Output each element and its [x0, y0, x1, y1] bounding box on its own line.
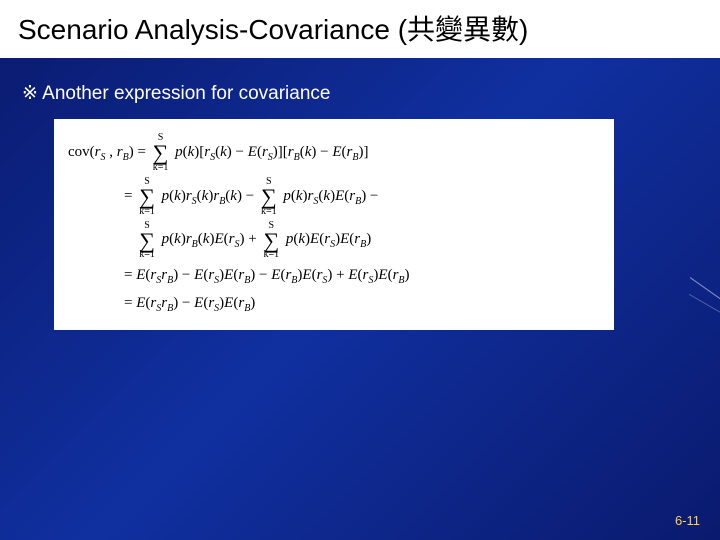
slide-subtitle: ※ Another expression for covariance: [22, 82, 720, 105]
sigma-icon: S∑k=1: [139, 221, 155, 261]
formula-line-1: cov(rS , rB) = S ∑ k=1 p(k)[rS(k) − E(rS…: [68, 133, 600, 173]
formula-line-3: = S∑k=1 p(k)rB(k)E(rS) + S∑k=1 p(k)E(rS)…: [124, 221, 600, 261]
sigma-icon: S∑k=1: [139, 177, 155, 217]
formula-line-4: = E(rSrB) − E(rS)E(rB) − E(rB)E(rS) + E(…: [124, 264, 600, 288]
covariance-formula: cov(rS , rB) = S ∑ k=1 p(k)[rS(k) − E(rS…: [54, 119, 614, 330]
decorative-lines: [686, 280, 720, 330]
sigma-icon: S ∑ k=1: [153, 133, 169, 173]
slide-title: Scenario Analysis-Covariance (共變異數): [0, 0, 720, 58]
lhs: cov(rS , rB) =: [68, 141, 150, 165]
formula-line-2: = S∑k=1 p(k)rS(k)rB(k) − S∑k=1 p(k)rS(k)…: [124, 177, 600, 217]
sigma-icon: S∑k=1: [261, 177, 277, 217]
page-number: 6-11: [675, 513, 700, 528]
rhs: p(k)[rS(k) − E(rS)][rB(k) − E(rB)]: [171, 141, 368, 165]
formula-line-5: = E(rSrB) − E(rS)E(rB): [124, 292, 600, 316]
sigma-icon: S∑k=1: [263, 221, 279, 261]
